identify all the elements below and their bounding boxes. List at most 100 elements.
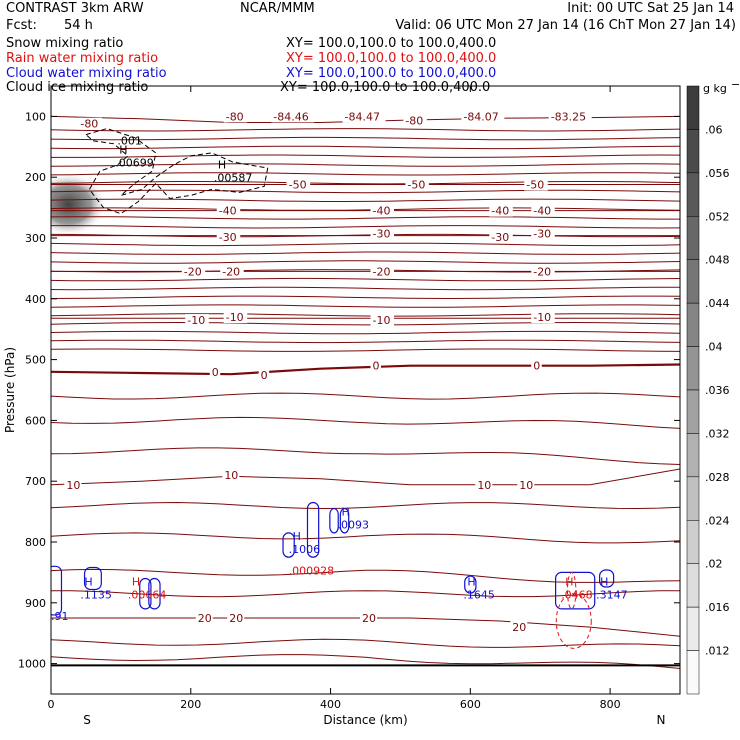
isotherm-label: -80 (226, 110, 244, 123)
colorbar-tick-label: .044 (705, 297, 730, 310)
colorbar-tick-label: .028 (705, 471, 730, 484)
isotherm-label: 0 (533, 360, 540, 373)
isotherm-line (51, 416, 680, 429)
isotherm-label: 0 (212, 366, 219, 379)
isotherm-line (51, 251, 680, 255)
isotherm-label: -20 (533, 265, 551, 278)
plot-area: -80 -80 -84.46 -84.47 -80 -84.07 -83.25 -50 -50 -… (51, 110, 680, 669)
isotherm-label: -80 (80, 118, 98, 131)
isotherm-label: -30 (533, 228, 551, 241)
end-label-left: S (83, 713, 91, 727)
isotherm-label: -84.47 (345, 110, 380, 123)
rain-contour (555, 593, 592, 649)
colorbar-tick-label: .06 (705, 123, 723, 136)
colorbar-unit-exponent: −1 (731, 78, 740, 91)
isotherm-label-bg (78, 117, 102, 130)
isotherm-label: -10 (187, 314, 205, 327)
extremum-kind: H (600, 576, 608, 589)
cloud-water-contour (306, 501, 320, 558)
isotherm-label-bg (489, 230, 513, 243)
extremum-kind: H (84, 576, 92, 589)
isotherm-label-bg (548, 110, 592, 123)
cloud-water-contour (282, 532, 295, 558)
snow-shading (51, 172, 107, 237)
y-tick-label: 200 (25, 171, 46, 184)
isotherm-label-bg (370, 204, 394, 217)
colorbar-cell (686, 259, 700, 304)
extremum-value: .00587 (214, 172, 253, 185)
ice-contour (84, 128, 269, 215)
isotherm-label-bg (222, 469, 240, 482)
extremum-value: .0468 (561, 589, 593, 602)
extremum-kind: H (342, 506, 350, 519)
y-tick-label: 700 (25, 475, 46, 488)
x-axis-label: Distance (km) (323, 713, 407, 727)
isotherm-label-bg (531, 265, 555, 278)
isotherm-label: 10 (519, 479, 533, 492)
isotherm-line (51, 654, 680, 669)
isotherm-label: 20 (362, 612, 376, 625)
colorbar-cell (686, 302, 700, 347)
isotherm-line (51, 590, 680, 598)
isotherm-label: -30 (372, 228, 390, 241)
plot-frame (50, 85, 681, 695)
extremum-kind: H (218, 159, 226, 172)
isotherm-label-bg (220, 265, 244, 278)
header-fcst-label: Fcst: (6, 18, 37, 33)
isotherm-label-bg (531, 204, 555, 217)
end-label-right: N (657, 713, 666, 727)
extremum-kind: H (467, 576, 475, 589)
isotherm-label: -10 (533, 311, 551, 324)
isotherm-label-bg (286, 178, 311, 191)
isotherm-line (51, 207, 680, 211)
isotherm-label: 0 (261, 369, 268, 382)
cloud-water-contour (464, 575, 477, 594)
isotherm-label: -20 (184, 265, 202, 278)
field-rain-name: Rain water mixing ratio (6, 51, 159, 66)
isotherm-line (51, 501, 680, 510)
colorbar-tick-label: .032 (705, 427, 730, 440)
isotherm-label: 10 (66, 479, 80, 492)
isotherm-label-bg (342, 110, 386, 123)
isotherm-label: -40 (372, 205, 390, 218)
isotherm-label: 10 (224, 469, 238, 482)
isotherm-label: -30 (219, 231, 237, 244)
isotherm-line (51, 348, 680, 352)
colorbar-tick-label: .012 (705, 645, 730, 658)
extremum-value: .001 (117, 134, 141, 147)
extremum-value: .00664 (128, 589, 167, 602)
isotherm-line (51, 216, 680, 220)
cloud-water-contour (139, 577, 152, 610)
y-tick-label: 900 (25, 597, 46, 610)
colorbar: .06 .056 .052 .048 .044 .04 .036 .032 .028 .024 .0… (686, 78, 740, 695)
isotherm-line (51, 128, 680, 132)
isotherm-label: -20 (372, 265, 390, 278)
isotherm-label-bg (510, 621, 528, 634)
colorbar-cell (686, 346, 700, 391)
isotherm-label-bg (405, 178, 429, 191)
x-tick-label: 200 (180, 698, 201, 711)
colorbar-cell (686, 129, 700, 174)
header-fcst-value: 54 h (64, 18, 93, 33)
y-axis-label: Pressure (hPa) (3, 347, 17, 433)
isotherm-label-bg (524, 178, 548, 191)
isotherm-line (51, 286, 680, 291)
isotherm-label: -80 (405, 115, 423, 128)
isotherm-10 (51, 468, 680, 486)
colorbar-cell (686, 433, 700, 478)
isotherm-label-bg (531, 227, 555, 240)
isotherm-label-bg (181, 265, 206, 278)
y-tick-label: 1000 (18, 658, 46, 671)
isotherm-label: -40 (219, 205, 237, 218)
isotherm-label-bg (489, 204, 513, 217)
colorbar-tick-label: .024 (705, 514, 730, 527)
x-tick-label: 600 (460, 698, 481, 711)
colorbar-tick-label: .052 (705, 210, 730, 223)
isotherm-line (51, 638, 680, 648)
isotherm-label-bg (403, 114, 427, 127)
isotherm-line (51, 313, 680, 317)
isotherm-line (51, 242, 680, 247)
extremum-kind: H (132, 576, 140, 589)
header-init: Init: 00 UTC Sat 25 Jan 14 (567, 1, 734, 16)
